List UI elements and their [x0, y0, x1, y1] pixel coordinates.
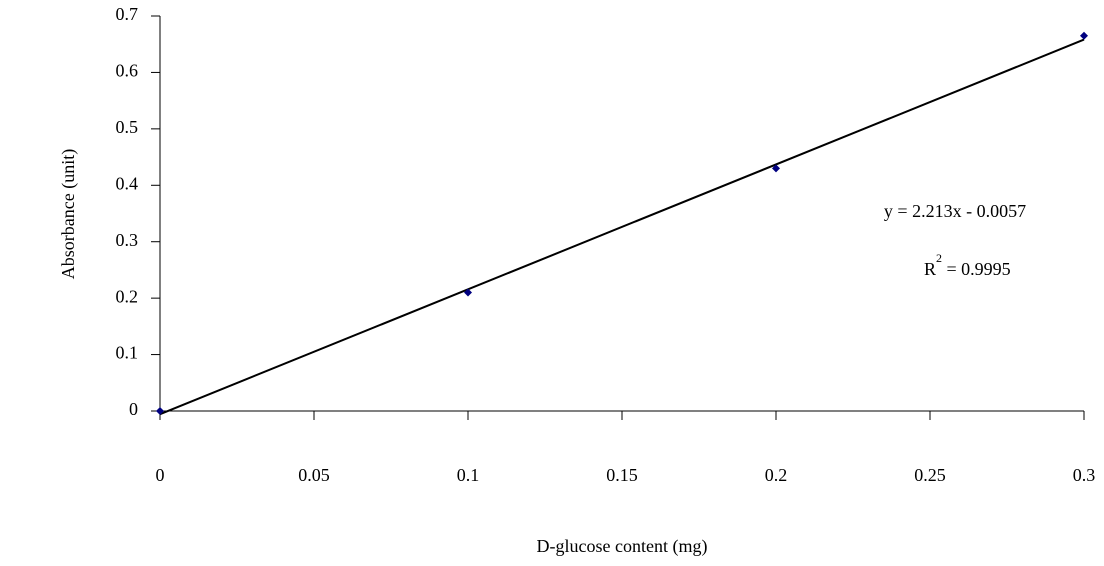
x-tick-label: 0.2 [765, 465, 788, 485]
r-base: R [924, 259, 936, 279]
x-tick-label: 0.25 [914, 465, 946, 485]
y-tick-label: 0.1 [116, 343, 139, 363]
r-rest: = 0.9995 [942, 259, 1011, 279]
y-axis-label: Absorbance (unit) [58, 149, 79, 279]
chart: D-glucose content (mg) Absorbance (unit)… [0, 0, 1104, 566]
y-tick-label: 0.4 [116, 173, 139, 193]
y-tick-label: 0.5 [116, 117, 139, 137]
x-tick-label: 0 [156, 465, 165, 485]
y-tick-label: 0.7 [116, 4, 139, 24]
x-tick-label: 0.05 [298, 465, 330, 485]
y-tick-label: 0 [129, 399, 138, 419]
y-tick-label: 0.6 [116, 61, 139, 81]
page: {"chart_data": {"type": "scatter", "x_la… [0, 0, 1104, 566]
point [1080, 32, 1088, 40]
equation: y = 2.213x - 0.0057 [884, 201, 1026, 221]
x-axis-label: D-glucose content (mg) [537, 536, 708, 557]
x-tick-label: 0.1 [457, 465, 480, 485]
y-tick-label: 0.3 [116, 230, 139, 250]
x-tick-label: 0.15 [606, 465, 638, 485]
trendline [160, 40, 1084, 415]
x-tick-label: 0.3 [1073, 465, 1096, 485]
y-tick-label: 0.2 [116, 286, 139, 306]
r-squared: R2 = 0.9995 [924, 251, 1011, 279]
